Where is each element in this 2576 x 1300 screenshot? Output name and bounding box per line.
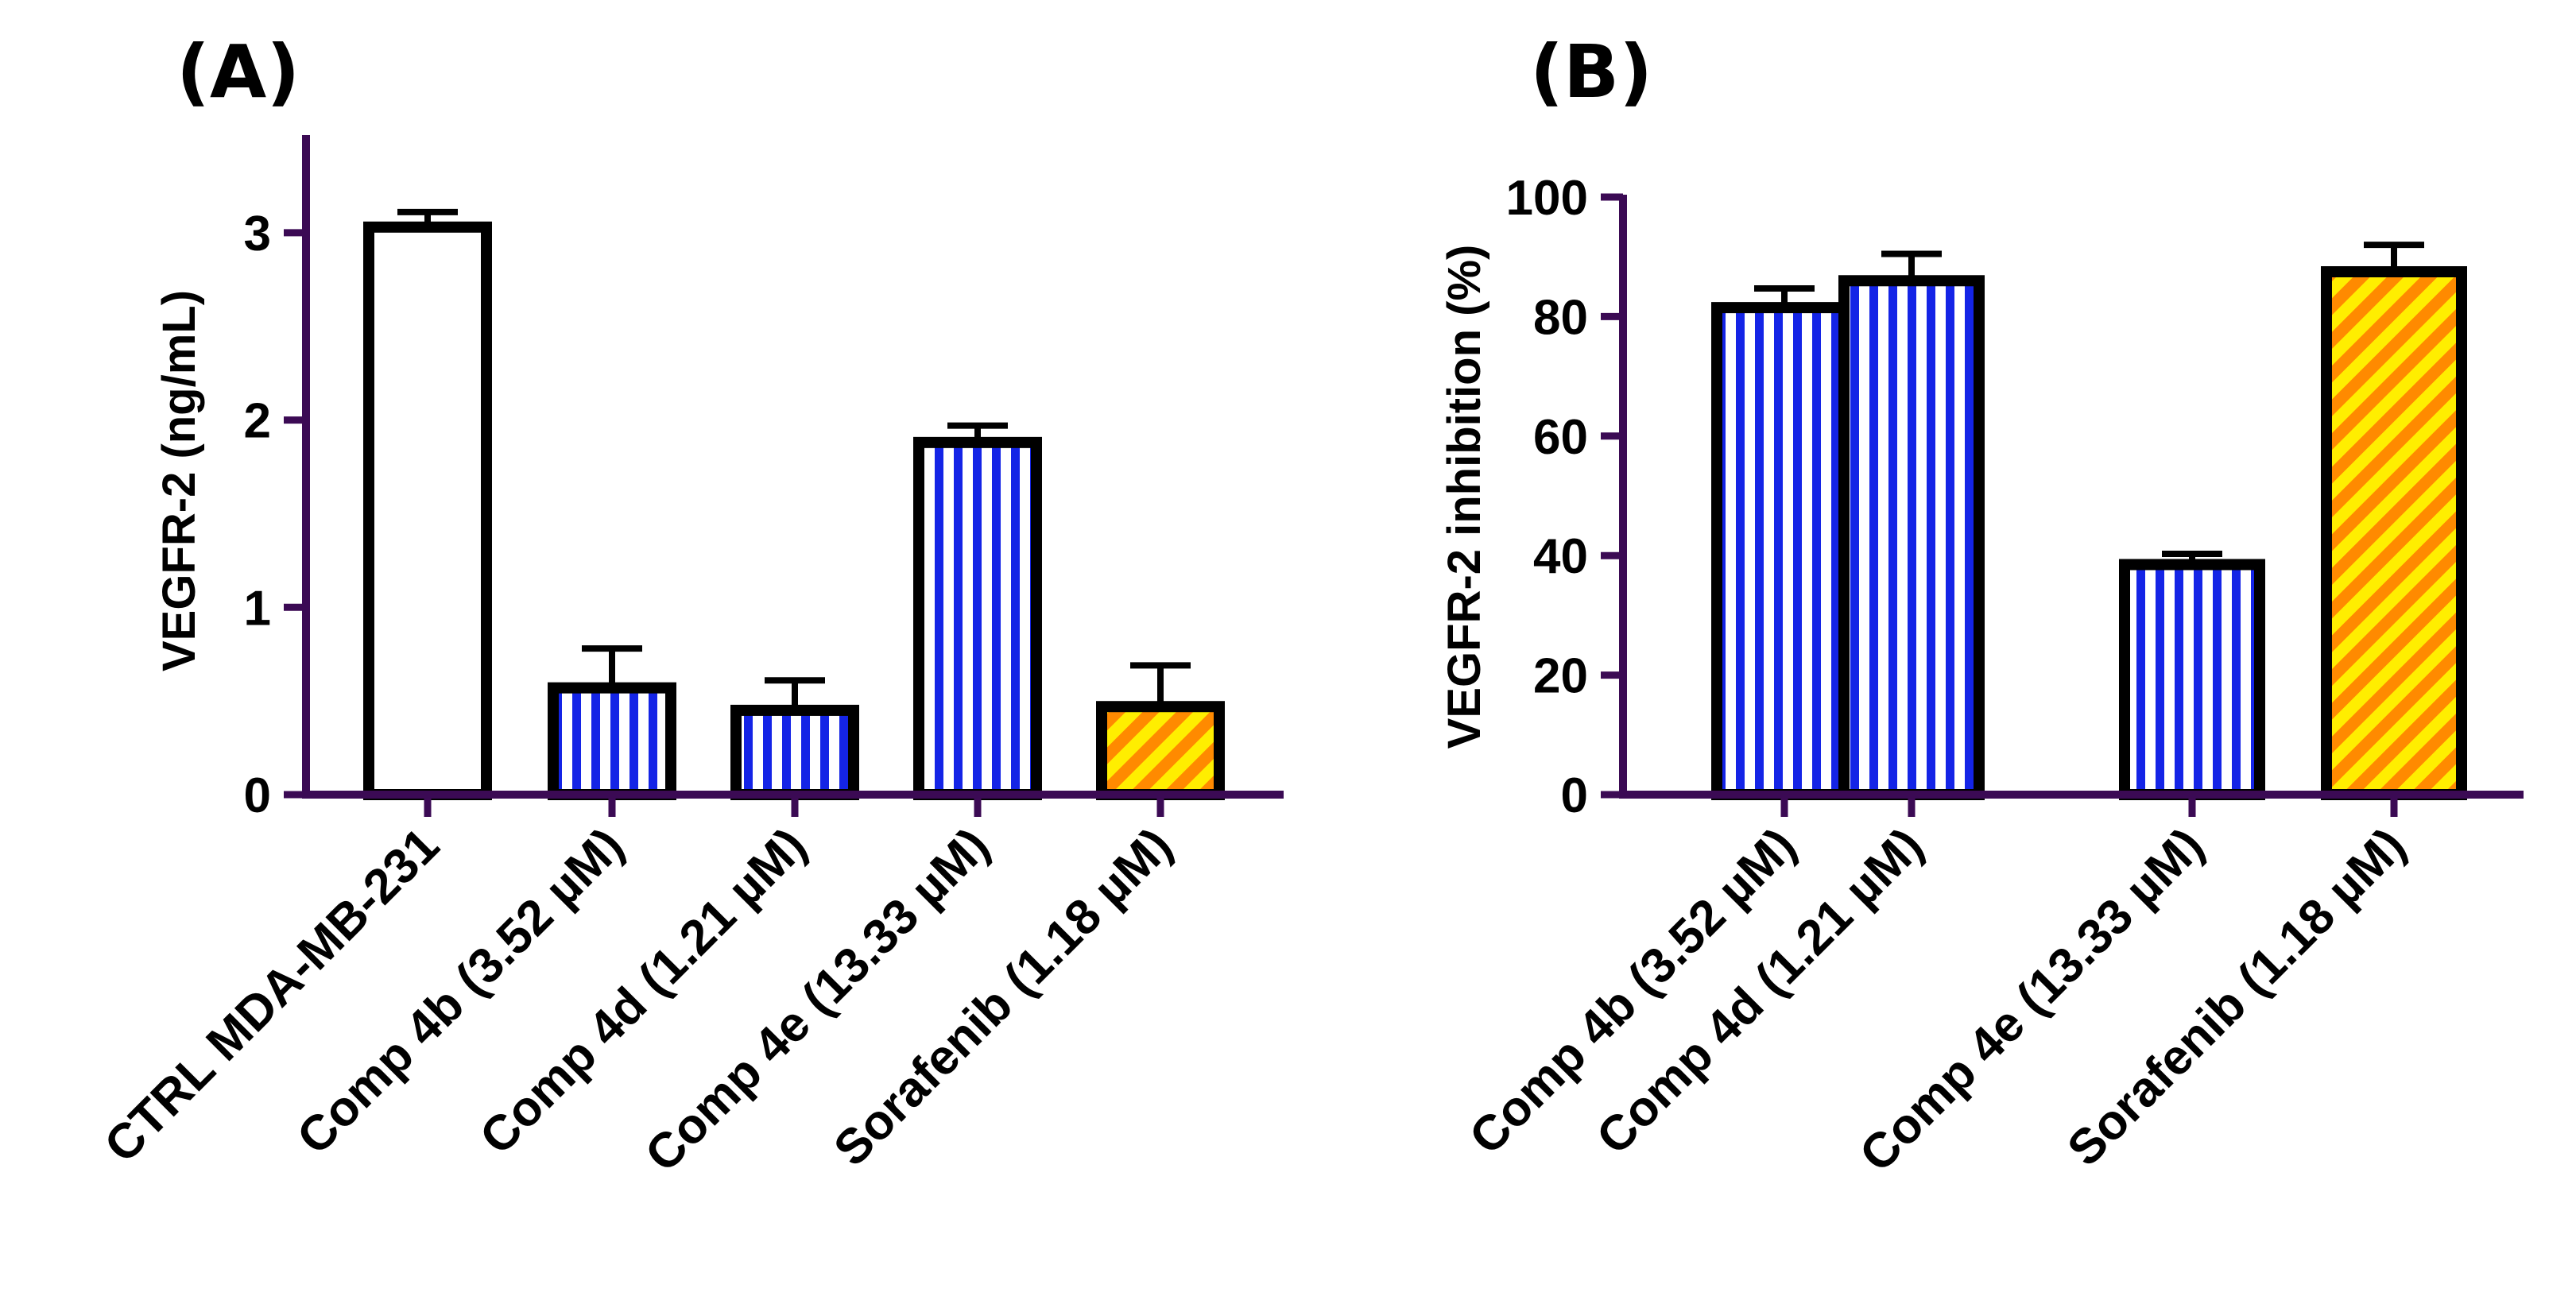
panel-a-y-axis-title: VEGFR-2 (ng/mL)	[153, 290, 205, 671]
bar-a-5	[1096, 701, 1225, 801]
y-tick-label-a-2: 2	[244, 394, 271, 449]
y-tick-label-a-0: 0	[244, 768, 271, 823]
y-tick-label-b-0: 0	[1561, 768, 1588, 823]
y-tick-label-b-20: 20	[1533, 649, 1588, 704]
panel-a-label: (A)	[176, 29, 300, 114]
bar-a-1	[363, 221, 492, 800]
x-category-label-b-4: Sorafenib (1.18 µM)	[2057, 818, 2416, 1177]
bar-a-2	[548, 682, 676, 801]
bar-b-1	[1711, 302, 1857, 800]
panel-b-y-axis-title: VEGFR-2 inhibition (%)	[1439, 245, 1490, 749]
bar-a-4	[913, 436, 1042, 800]
bar-b-3	[2119, 559, 2265, 800]
chart-panel-a: (A) VEGFR-2 (ng/mL) 0 1 2 3 CTRL MDA-MB-231…	[94, 29, 1284, 1182]
bar-b-2	[1838, 275, 1985, 800]
chart-panel-b: (B) VEGFR-2 inhibition (%) 020406080100 …	[1439, 29, 2524, 1182]
y-tick-label-a-1: 1	[244, 581, 271, 636]
panel-b-label: (B)	[1530, 29, 1652, 114]
x-category-label-a-3: Comp 4d (1.21 µM)	[470, 818, 817, 1165]
y-tick-label-b-100: 100	[1506, 171, 1588, 226]
y-tick-label-b-60: 60	[1533, 410, 1588, 465]
x-category-label-a-4: Comp 4e (13.33 µM)	[635, 818, 1000, 1182]
bar-a-3	[730, 704, 859, 801]
x-category-label-a-2: Comp 4b (3.52 µM)	[287, 818, 634, 1165]
y-tick-label-b-80: 80	[1533, 290, 1588, 345]
x-category-label-a-1: CTRL MDA-MB-231	[94, 818, 449, 1173]
y-tick-label-a-3: 3	[244, 207, 271, 261]
bar-b-4	[2321, 266, 2467, 800]
y-tick-label-b-40: 40	[1533, 529, 1588, 584]
x-category-label-a-5: Sorafenib (1.18 µM)	[823, 818, 1183, 1177]
